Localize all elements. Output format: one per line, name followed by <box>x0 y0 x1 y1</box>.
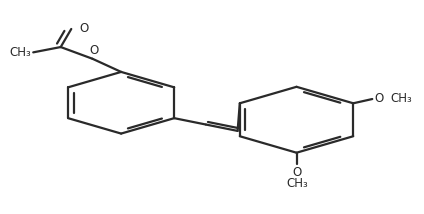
Text: CH₃: CH₃ <box>287 177 308 190</box>
Text: CH₃: CH₃ <box>391 92 412 105</box>
Text: O: O <box>374 92 383 105</box>
Text: CH₃: CH₃ <box>9 46 31 59</box>
Text: O: O <box>29 52 31 53</box>
Text: O: O <box>293 166 302 179</box>
Text: O: O <box>79 22 88 35</box>
Text: O: O <box>89 44 98 57</box>
